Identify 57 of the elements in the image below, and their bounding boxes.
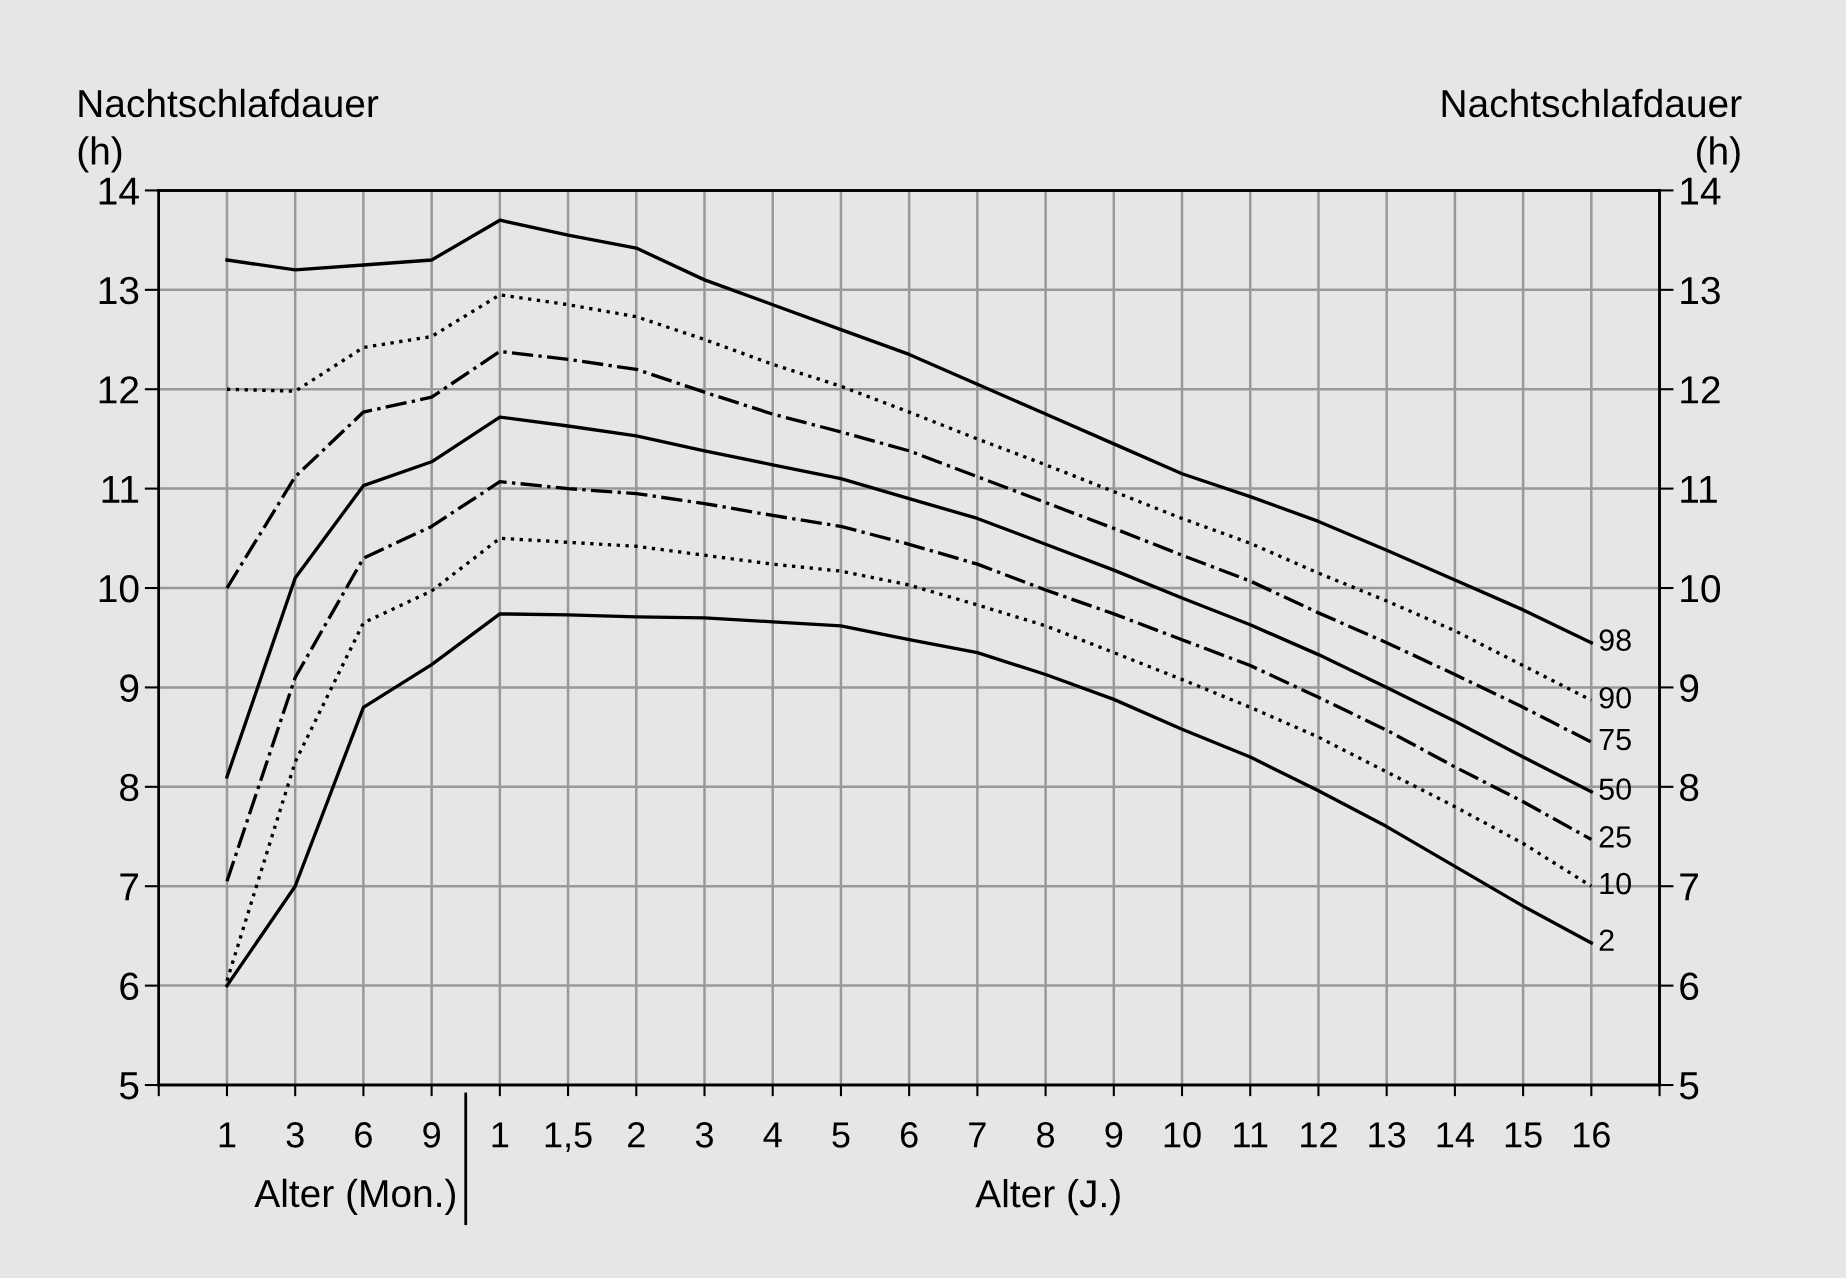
line-series — [225, 415, 1594, 794]
y-tick-label: 11 — [102, 475, 139, 503]
x-tick-label: 5 — [832, 1122, 850, 1148]
y2-tick-label: 8 — [1679, 773, 1699, 802]
y-tick-label: 8 — [120, 773, 139, 802]
y2-tick-label: 12 — [1681, 376, 1720, 404]
x-tick-label: 1,5 — [545, 1122, 592, 1152]
y-tick-label: 9 — [120, 674, 139, 702]
line-series — [225, 479, 1594, 883]
line-series — [225, 218, 1594, 645]
y2-tick-label: 6 — [1680, 972, 1699, 1001]
x-axis-title: Alter (J.) — [975, 1178, 1120, 1216]
x-tick-label: 9 — [1105, 1122, 1123, 1148]
x-tick-label: 10 — [1164, 1122, 1201, 1148]
series-label: 50 — [1599, 778, 1631, 800]
y-tick-label: 13 — [99, 276, 139, 305]
y2-tick-label: 14 — [1681, 177, 1721, 205]
y2-tick-label: 11 — [1681, 475, 1717, 503]
y2-axis-title: Nachtschlafdauer (h) — [1442, 88, 1742, 173]
series-label: 10 — [1600, 872, 1631, 895]
x-tick-label: 11 — [1234, 1122, 1268, 1148]
y-tick-label: 14 — [99, 177, 139, 205]
x-tick-label: 4 — [763, 1122, 782, 1148]
series-label: 90 — [1599, 686, 1631, 709]
y-tick-label: 6 — [120, 972, 139, 1001]
y-tick-label: 10 — [99, 574, 139, 603]
x-tick-label: 1 — [492, 1122, 509, 1148]
x-tick-label: 2 — [628, 1122, 645, 1148]
series-label: 2 — [1599, 929, 1614, 951]
x-tick-label: 6 — [355, 1122, 372, 1148]
x-tick-label: 14 — [1437, 1122, 1474, 1148]
text: Alter (Mon.) — [254, 1178, 456, 1215]
x-tick-label: 1 — [219, 1122, 236, 1148]
y-axis-title: Nachtschlafdauer (h) — [78, 88, 379, 173]
x-tick-label: 16 — [1574, 1122, 1610, 1148]
x-tick-label: 8 — [1037, 1122, 1055, 1148]
x-tick-label: 15 — [1505, 1122, 1542, 1148]
y2-tick-label: 7 — [1680, 873, 1698, 901]
x-tick-label: 6 — [900, 1122, 918, 1148]
line-series — [225, 293, 1594, 703]
y2-tick-label: 13 — [1681, 276, 1720, 305]
series-label: 98 — [1599, 629, 1631, 651]
series-label: 25 — [1599, 826, 1631, 848]
y-tick-label: 12 — [99, 376, 139, 404]
x-tick-label: 7 — [969, 1122, 986, 1148]
line-series — [225, 349, 1594, 744]
y2-tick-label: 9 — [1680, 674, 1699, 702]
series-label: 75 — [1599, 728, 1631, 751]
y-tick-label: 5 — [119, 1072, 139, 1100]
y-tick-label: 7 — [120, 873, 139, 901]
x-tick-label: 13 — [1369, 1122, 1406, 1148]
y2-tick-label: 5 — [1679, 1072, 1699, 1100]
x-tick-label: 3 — [695, 1122, 713, 1148]
x-tick-label: 12 — [1301, 1122, 1337, 1148]
y2-tick-label: 10 — [1681, 574, 1721, 603]
x-tick-label: 9 — [423, 1122, 440, 1148]
x-tick-label: 3 — [286, 1122, 304, 1148]
